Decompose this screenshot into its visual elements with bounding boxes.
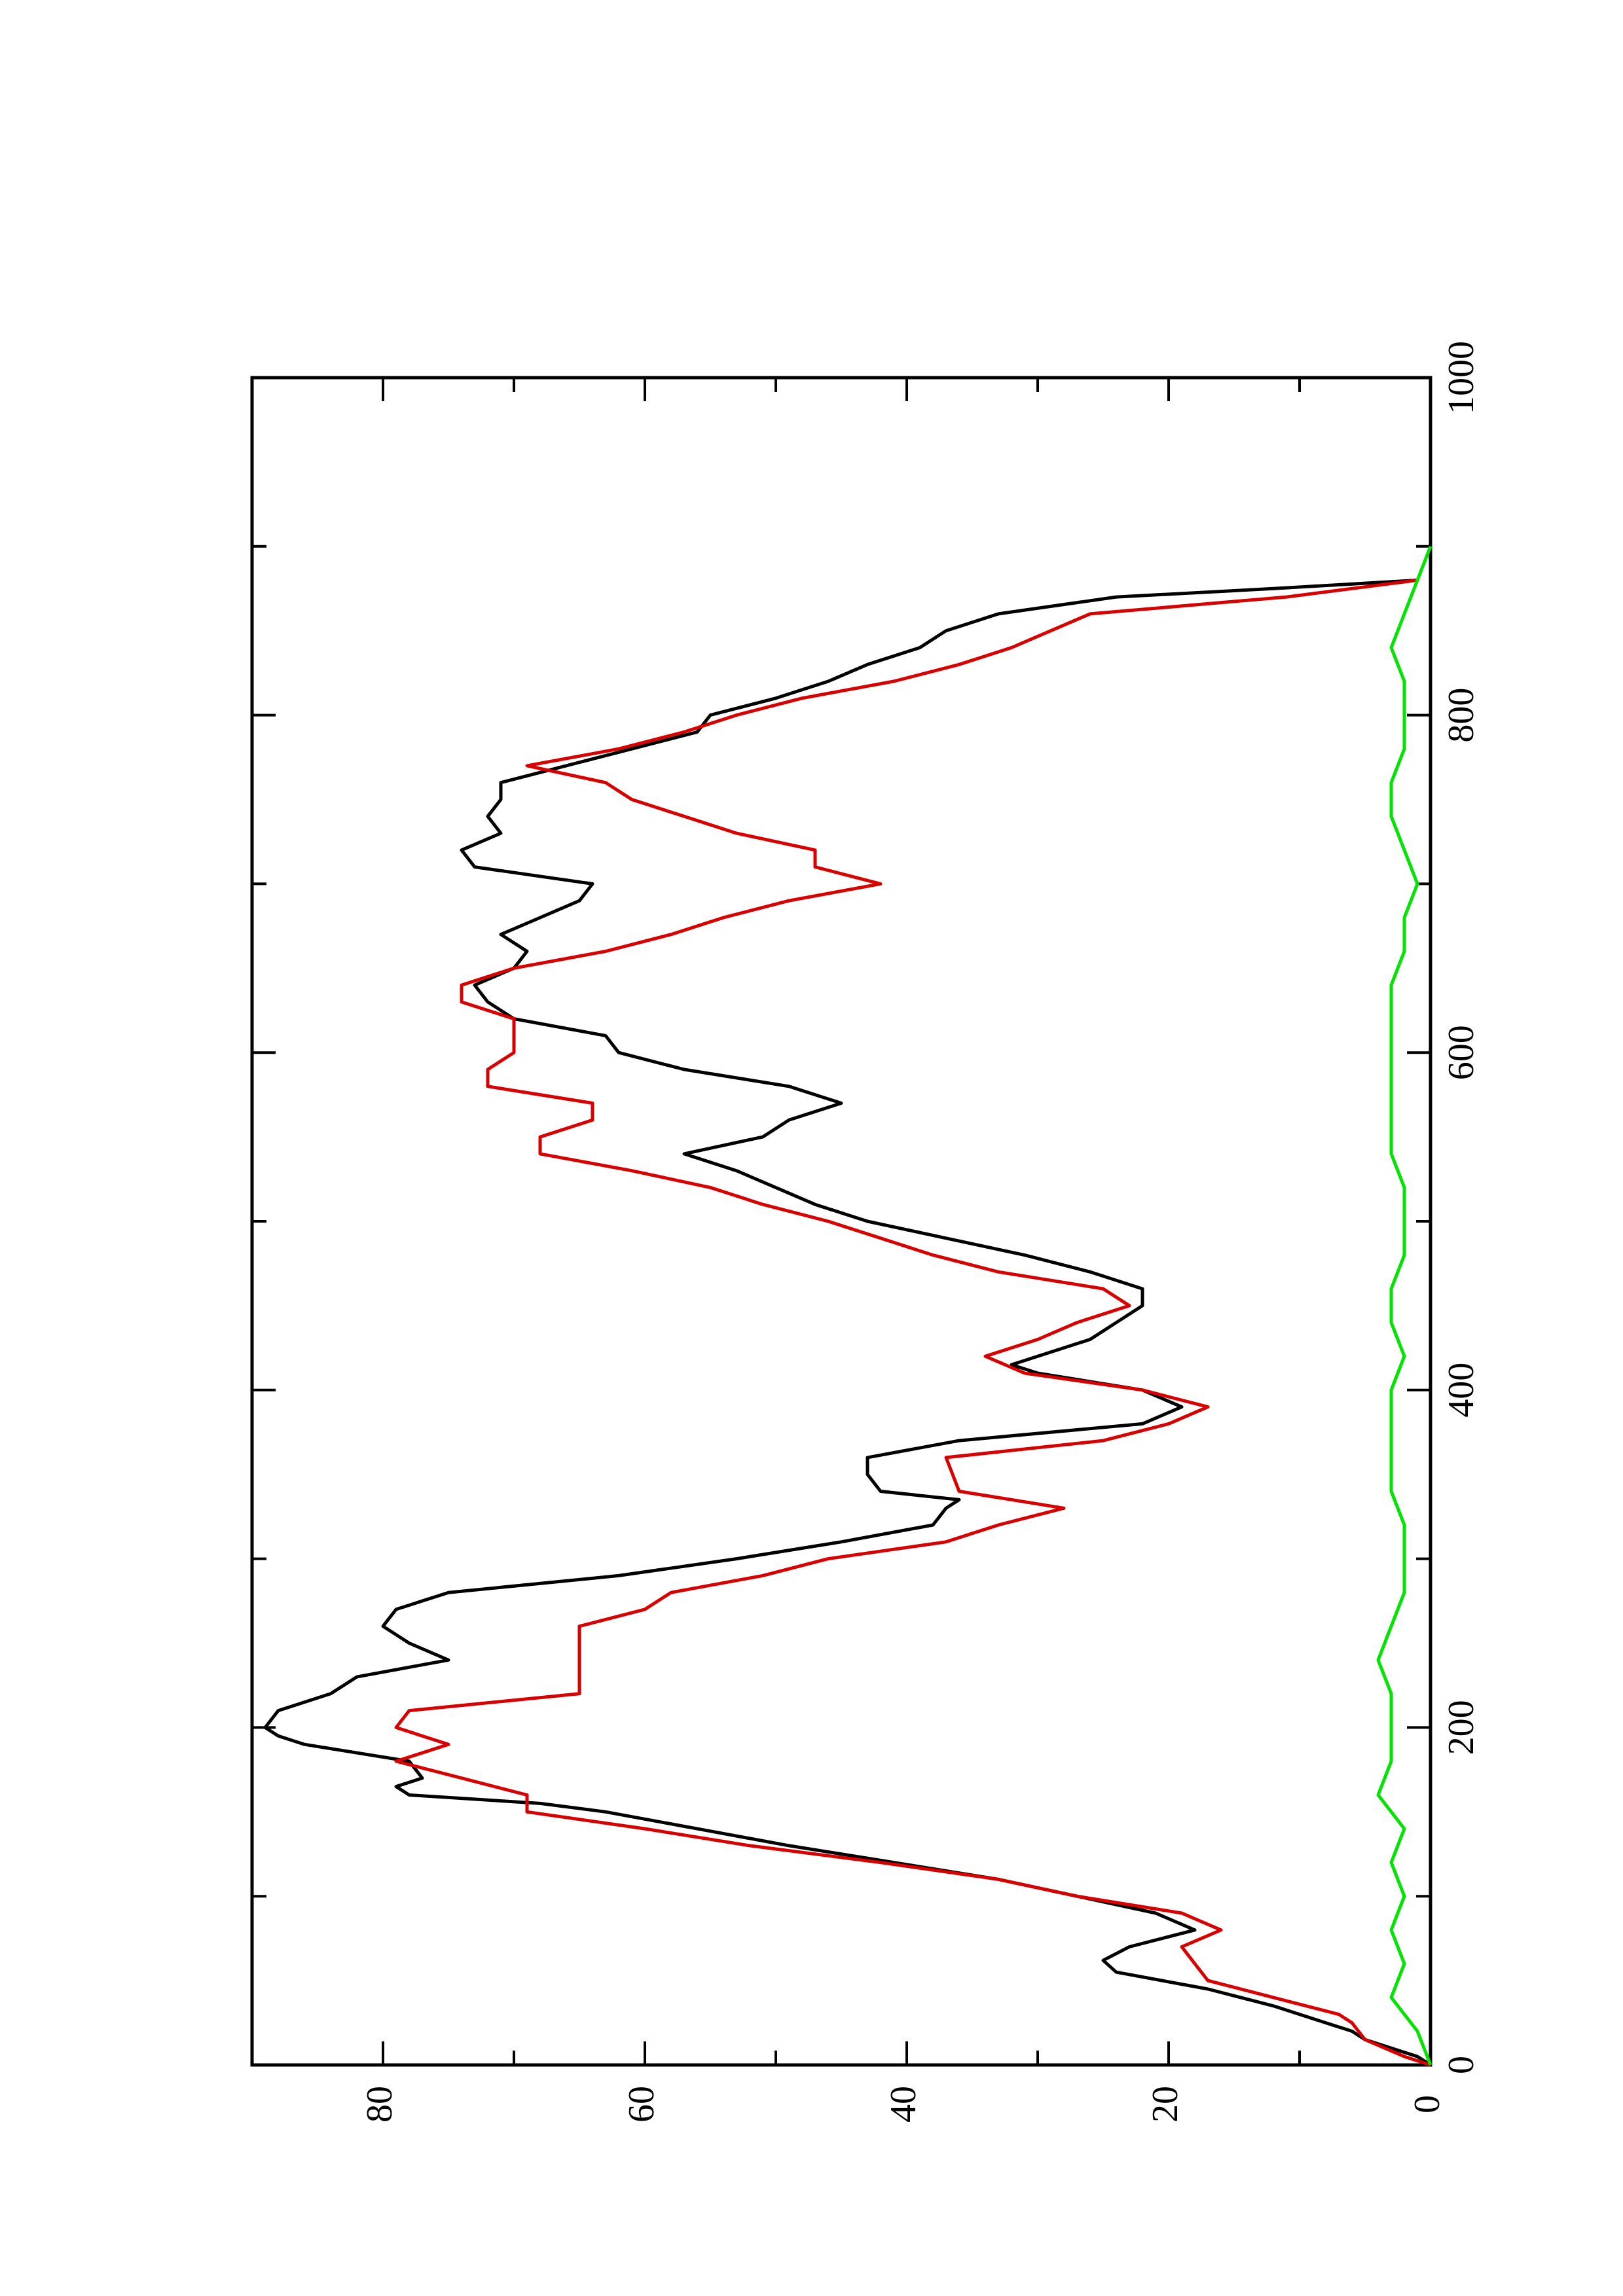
- axis-ticks: [251, 376, 1432, 2066]
- plot-frame: [250, 376, 1432, 2067]
- x-tick-label: 0: [1441, 2056, 1482, 2074]
- series-line-1: [263, 578, 1432, 2067]
- x-tick-label: 800: [1441, 688, 1482, 743]
- y-tick-label: 0: [1407, 2095, 1448, 2113]
- x-tick-label: 200: [1441, 1700, 1482, 1755]
- y-tick-label: 80: [359, 2086, 400, 2123]
- x-tick-label: 600: [1441, 1025, 1482, 1080]
- series-line-3: [1376, 545, 1432, 2066]
- x-tick-label: 1000: [1441, 341, 1482, 414]
- y-tick-label: 40: [883, 2086, 924, 2123]
- x-tick-label: 400: [1441, 1363, 1482, 1418]
- y-tick-label: 20: [1145, 2086, 1186, 2123]
- series-layer: [263, 545, 1432, 2067]
- y-tick-label: 60: [621, 2086, 662, 2123]
- axis-tick-labels: 0 200 400 600 800 1000 0 20 40 60 80: [359, 341, 1482, 2123]
- series-line-2: [394, 578, 1431, 2067]
